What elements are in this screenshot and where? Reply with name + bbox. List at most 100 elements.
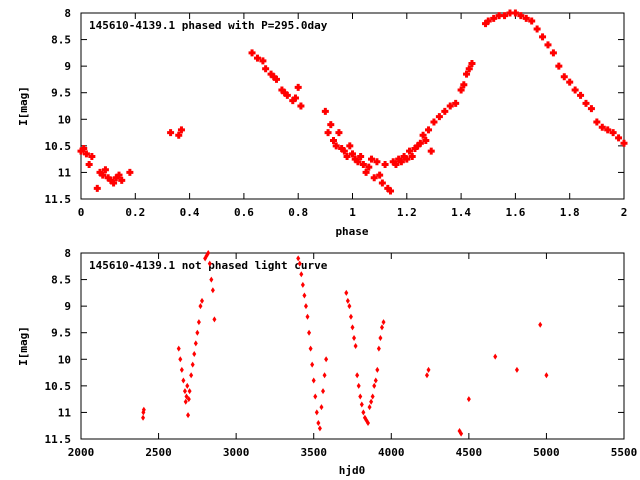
data-point <box>345 297 350 304</box>
data-point <box>112 174 120 182</box>
data-point <box>373 377 378 384</box>
data-point <box>359 401 364 408</box>
data-point <box>598 123 606 131</box>
data-point <box>308 345 313 352</box>
data-point <box>177 126 185 134</box>
y-tick-label: 11 <box>58 166 72 179</box>
x-tick-label: 0.6 <box>234 206 254 219</box>
data-point <box>370 174 378 182</box>
data-point <box>408 152 416 160</box>
data-point <box>368 155 376 163</box>
data-point <box>446 102 454 110</box>
data-point <box>482 20 490 28</box>
data-point <box>324 356 329 363</box>
axis-ticks: 2000 2500 3000 3500 4000 4500 5000 5500 8 8.5 9 9.5… <box>45 247 638 459</box>
data-point <box>517 12 525 20</box>
data-point <box>379 324 384 331</box>
data-point <box>340 147 348 155</box>
data-point <box>82 150 90 158</box>
data-point <box>186 396 191 403</box>
data-point <box>248 49 256 57</box>
data-point <box>365 163 373 171</box>
data-point <box>321 107 329 115</box>
data-point <box>384 184 392 192</box>
y-tick-label: 8.5 <box>51 274 71 287</box>
data-point <box>281 89 289 97</box>
data-point <box>324 129 332 137</box>
data-point <box>457 86 465 94</box>
y-axis-label: I[mag] <box>17 326 30 366</box>
data-point <box>544 41 552 49</box>
x-axis-label: phase <box>335 225 368 238</box>
data-point <box>378 335 383 342</box>
data-point <box>571 86 579 94</box>
data-point <box>270 73 278 81</box>
x-tick-label: 3500 <box>300 446 327 459</box>
data-point <box>77 147 85 155</box>
data-point <box>259 57 267 65</box>
data-point <box>582 99 590 107</box>
data-point <box>314 409 319 416</box>
data-point <box>115 171 123 179</box>
x-tick-label: 5000 <box>533 446 560 459</box>
data-point <box>560 73 568 81</box>
data-point <box>207 260 212 267</box>
data-point <box>427 147 435 155</box>
data-point <box>566 78 574 86</box>
data-point <box>425 126 433 134</box>
data-point <box>468 59 476 67</box>
data-point <box>272 75 280 83</box>
data-point <box>278 86 286 94</box>
data-point <box>104 174 112 182</box>
data-point <box>400 152 408 160</box>
y-tick-label: 11.5 <box>45 193 72 206</box>
plot-frame <box>80 252 625 440</box>
data-point <box>344 289 349 296</box>
data-point <box>196 319 201 326</box>
data-point <box>107 176 115 184</box>
y-tick-label: 8 <box>64 247 71 260</box>
x-tick-label: 0.2 <box>125 206 145 219</box>
data-point <box>209 276 214 283</box>
data-point <box>267 70 275 78</box>
plot-frame <box>80 12 625 200</box>
data-point <box>335 129 343 137</box>
x-tick-label: 2 <box>621 206 628 219</box>
data-point <box>362 168 370 176</box>
data-point <box>359 160 367 168</box>
data-point <box>577 91 585 99</box>
data-point <box>604 126 612 134</box>
data-point <box>370 393 375 400</box>
data-point <box>319 404 324 411</box>
data-point <box>329 137 337 145</box>
data-point <box>495 12 503 20</box>
x-tick-label: 1.6 <box>505 206 525 219</box>
data-point <box>609 129 617 137</box>
y-tick-label: 11.5 <box>45 433 72 446</box>
x-tick-label: 5500 <box>611 446 638 459</box>
data-point <box>366 420 371 427</box>
data-point <box>110 179 118 187</box>
y-tick-label: 10 <box>58 113 71 126</box>
data-point <box>88 152 96 160</box>
y-tick-label: 10 <box>58 353 71 366</box>
data-point <box>311 377 316 384</box>
data-point <box>373 158 381 166</box>
data-point <box>355 372 360 379</box>
data-point <box>101 166 109 174</box>
y-tick-label: 8 <box>64 7 71 20</box>
data-point <box>430 118 438 126</box>
data-point <box>403 155 411 163</box>
data-point <box>419 131 427 139</box>
x-tick-label: 0.4 <box>180 206 200 219</box>
x-tick-label: 1 <box>349 206 356 219</box>
data-point <box>528 17 536 25</box>
data-point <box>441 107 449 115</box>
data-point <box>350 324 355 331</box>
data-point <box>452 99 460 107</box>
data-point <box>615 134 623 142</box>
data-point <box>299 271 304 278</box>
data-point <box>381 160 389 168</box>
data-point <box>372 382 377 389</box>
x-tick-label: 4000 <box>378 446 405 459</box>
